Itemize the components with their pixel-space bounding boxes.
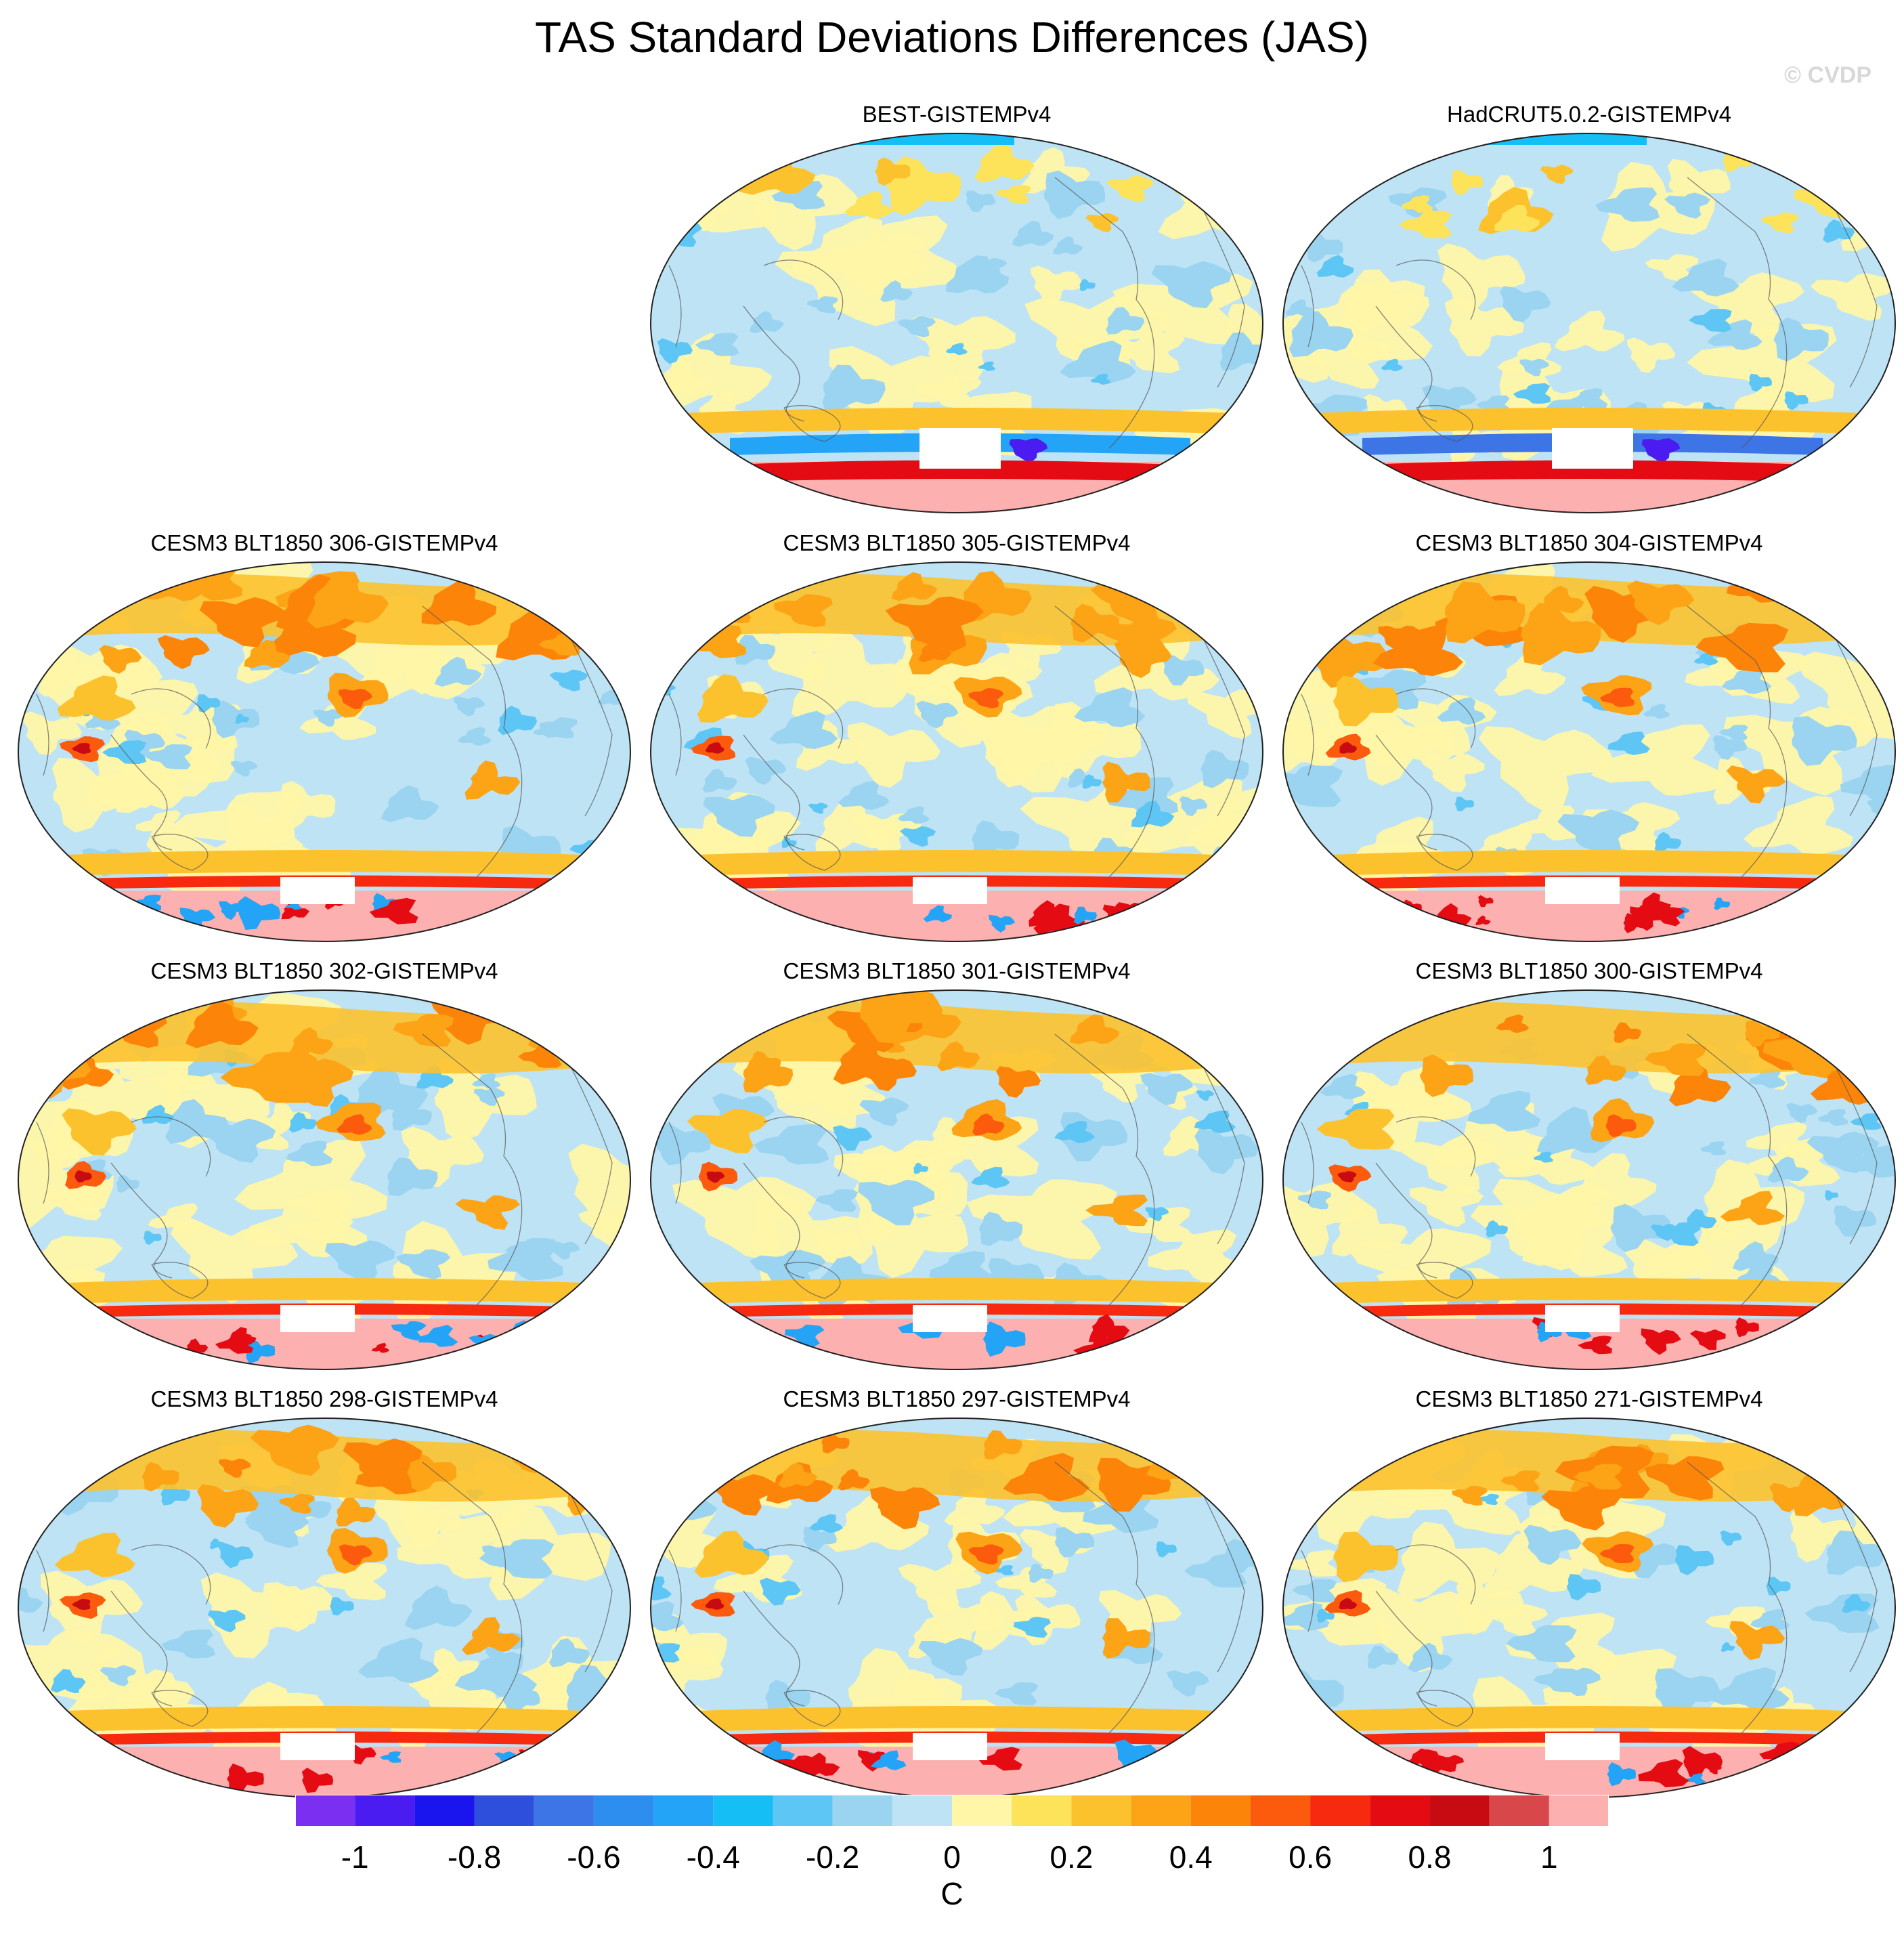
map-panel: CESM3 BLT1850 305-GISTEMPv4 — [649, 528, 1265, 945]
map-panel: CESM3 BLT1850 298-GISTEMPv4 — [16, 1384, 632, 1801]
colorbar-swatch — [952, 1795, 1012, 1826]
colorbar-swatch — [713, 1795, 773, 1826]
colorbar-tick-label: 0.8 — [1408, 1839, 1451, 1875]
robinson-map — [650, 561, 1263, 942]
map-panel: CESM3 BLT1850 304-GISTEMPv4 — [1281, 528, 1897, 945]
panel-title: HadCRUT5.0.2-GISTEMPv4 — [1447, 102, 1731, 127]
robinson-map — [18, 989, 631, 1370]
colorbar-swatch — [653, 1795, 714, 1826]
colorbar-tick-label: 0.4 — [1169, 1839, 1213, 1875]
colorbar-tick-label: -0.2 — [806, 1839, 859, 1875]
colorbar-tick-label: 0.2 — [1050, 1839, 1093, 1875]
colorbar-swatch — [1310, 1795, 1370, 1826]
map-panel: CESM3 BLT1850 306-GISTEMPv4 — [16, 528, 632, 945]
colorbar-swatch — [1190, 1795, 1251, 1826]
colorbar-tick-label: -0.4 — [687, 1839, 740, 1875]
cvdp-watermark: © CVDP — [1784, 62, 1871, 88]
robinson-map — [650, 989, 1263, 1370]
colorbar-swatch — [773, 1795, 833, 1826]
colorbar-swatch — [892, 1795, 952, 1826]
panel-title: CESM3 BLT1850 305-GISTEMPv4 — [783, 530, 1131, 555]
map-panel: CESM3 BLT1850 302-GISTEMPv4 — [16, 956, 632, 1373]
map-panel: CESM3 BLT1850 271-GISTEMPv4 — [1281, 1384, 1897, 1801]
panel-title: CESM3 BLT1850 300-GISTEMPv4 — [1415, 958, 1763, 983]
colorbar-tick-label: -1 — [341, 1839, 369, 1875]
panel-title: CESM3 BLT1850 302-GISTEMPv4 — [150, 958, 498, 983]
colorbar-swatch — [1250, 1795, 1311, 1826]
colorbar-swatch — [832, 1795, 892, 1826]
colorbar-swatch — [1489, 1795, 1549, 1826]
colorbar-swatch — [295, 1795, 355, 1826]
colorbar: -1 -0.8 -0.6 -0.4 -0.2 0 0.2 0.4 0.6 0.8 1 C — [295, 1795, 1609, 1911]
colorbar-swatch — [355, 1795, 415, 1826]
figure-title: TAS Standard Deviations Differences (JAS… — [535, 13, 1369, 62]
panel-title: CESM3 BLT1850 298-GISTEMPv4 — [150, 1386, 498, 1411]
panel-title: CESM3 BLT1850 301-GISTEMPv4 — [783, 958, 1131, 983]
colorbar-swatch — [534, 1795, 594, 1826]
colorbar-swatch — [1429, 1795, 1490, 1826]
panel-title: CESM3 BLT1850 306-GISTEMPv4 — [150, 530, 498, 555]
panel-title: BEST-GISTEMPv4 — [862, 102, 1052, 127]
robinson-map — [1282, 561, 1896, 942]
panel-title: CESM3 BLT1850 271-GISTEMPv4 — [1415, 1386, 1763, 1411]
map-panel: BEST-GISTEMPv4 — [649, 99, 1265, 516]
colorbar-tick-label: 0.6 — [1289, 1839, 1332, 1875]
panel-title: CESM3 BLT1850 297-GISTEMPv4 — [783, 1386, 1131, 1411]
robinson-map — [18, 561, 631, 942]
map-panel: HadCRUT5.0.2-GISTEMPv4 — [1281, 99, 1897, 516]
robinson-map — [18, 1418, 631, 1798]
map-panel: CESM3 BLT1850 300-GISTEMPv4 — [1281, 956, 1897, 1373]
robinson-map — [650, 1418, 1263, 1798]
colorbar-tick-label: -0.6 — [567, 1839, 620, 1875]
colorbar-unit-label: C — [940, 1876, 963, 1911]
colorbar-tick-label: -0.8 — [448, 1839, 501, 1875]
colorbar-swatch — [593, 1795, 654, 1826]
colorbar-swatch — [414, 1795, 475, 1826]
colorbar-swatch — [474, 1795, 534, 1826]
colorbar-swatch — [1131, 1795, 1191, 1826]
colorbar-swatch — [1370, 1795, 1430, 1826]
robinson-map — [1282, 133, 1896, 513]
colorbar-swatch — [1071, 1795, 1131, 1826]
robinson-map — [1282, 989, 1896, 1370]
robinson-map — [650, 133, 1263, 513]
colorbar-swatch — [1549, 1795, 1609, 1826]
panel-title: CESM3 BLT1850 304-GISTEMPv4 — [1415, 530, 1763, 555]
map-panel: CESM3 BLT1850 301-GISTEMPv4 — [649, 956, 1265, 1373]
colorbar-swatch — [1012, 1795, 1072, 1826]
colorbar-tick-label: 0 — [943, 1839, 961, 1875]
robinson-map — [1282, 1418, 1896, 1798]
map-panel: CESM3 BLT1850 297-GISTEMPv4 — [649, 1384, 1265, 1801]
colorbar-tick-label: 1 — [1540, 1839, 1558, 1875]
